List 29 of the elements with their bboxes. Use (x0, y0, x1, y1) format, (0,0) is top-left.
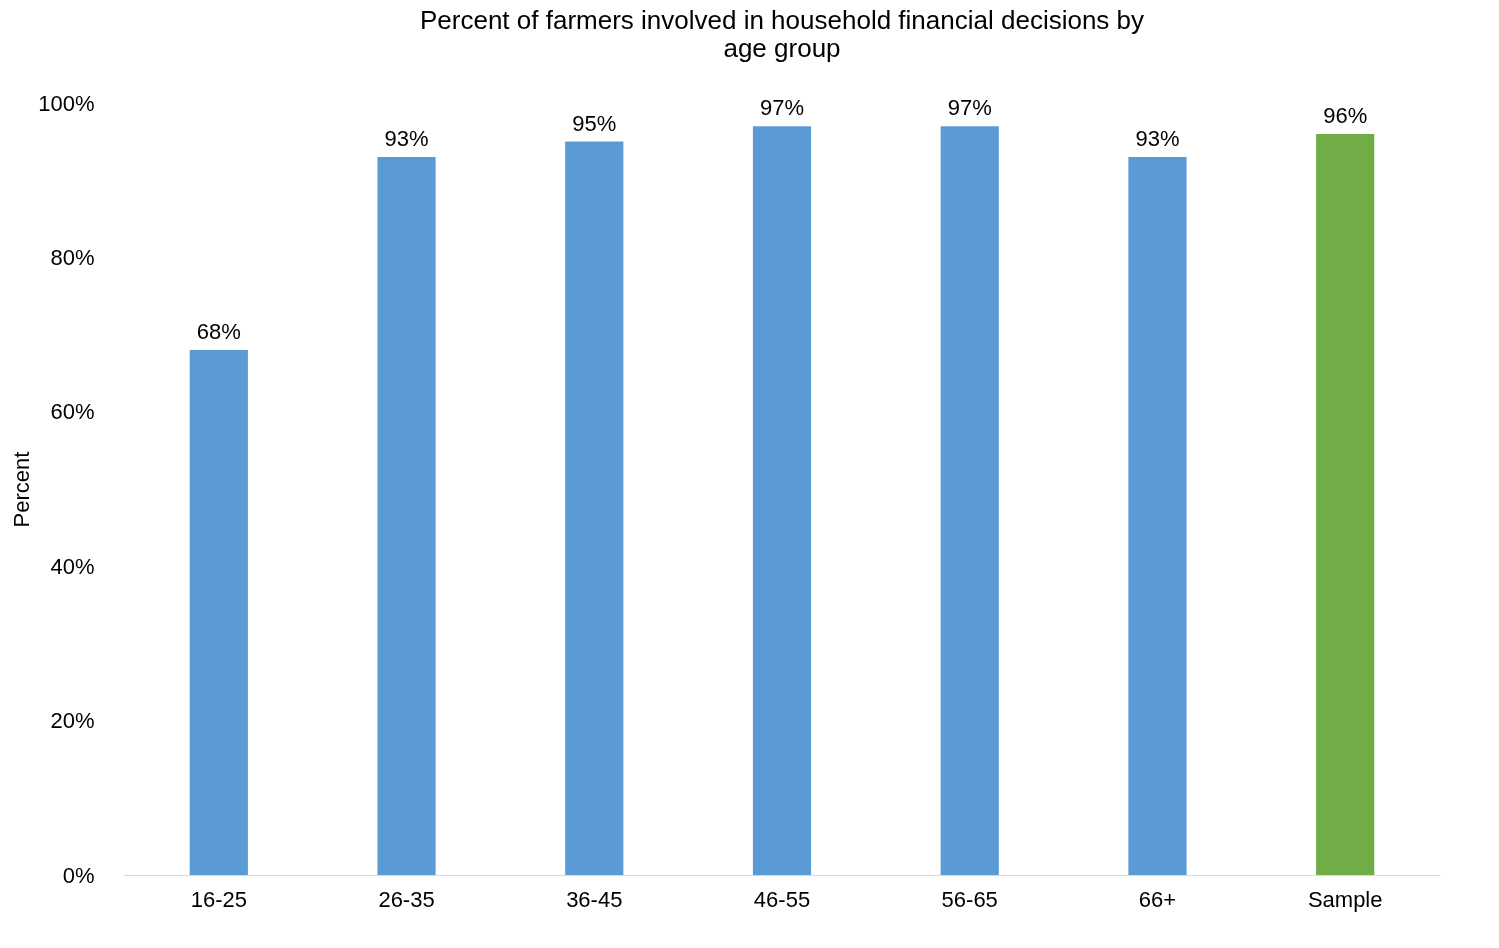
x-tick-label: 16-25 (190, 886, 247, 912)
x-tick-label: 56-65 (941, 886, 998, 912)
bar (565, 141, 624, 875)
y-tick-label: 40% (50, 553, 95, 579)
data-label: 97% (947, 95, 992, 121)
y-tick-label: 60% (50, 399, 95, 425)
data-label: 93% (1135, 126, 1180, 152)
data-label: 93% (384, 126, 429, 152)
data-label: 95% (572, 110, 617, 136)
y-tick-label: 0% (62, 862, 95, 888)
x-tick-label: 66+ (1138, 886, 1177, 912)
y-tick-label: 80% (50, 244, 95, 270)
bar (752, 126, 812, 875)
y-tick-label: 100% (38, 90, 95, 116)
bar (377, 157, 436, 875)
bar (1316, 133, 1375, 875)
x-tick-label: 46-55 (753, 886, 811, 912)
data-label: 68% (196, 319, 241, 345)
data-label: 97% (759, 95, 805, 121)
x-tick-label: 26-35 (378, 886, 435, 912)
x-tick-label: 36-45 (566, 886, 623, 912)
bar (1128, 157, 1187, 875)
y-tick-label: 20% (50, 708, 95, 734)
bar (940, 126, 999, 875)
y-axis-title: Percent (9, 451, 35, 528)
bar (189, 350, 248, 875)
x-tick-label: Sample (1307, 886, 1383, 912)
data-label: 96% (1323, 102, 1368, 128)
chart-title: Percent of farmers involved in household financial decisions by age group (419, 5, 1145, 63)
